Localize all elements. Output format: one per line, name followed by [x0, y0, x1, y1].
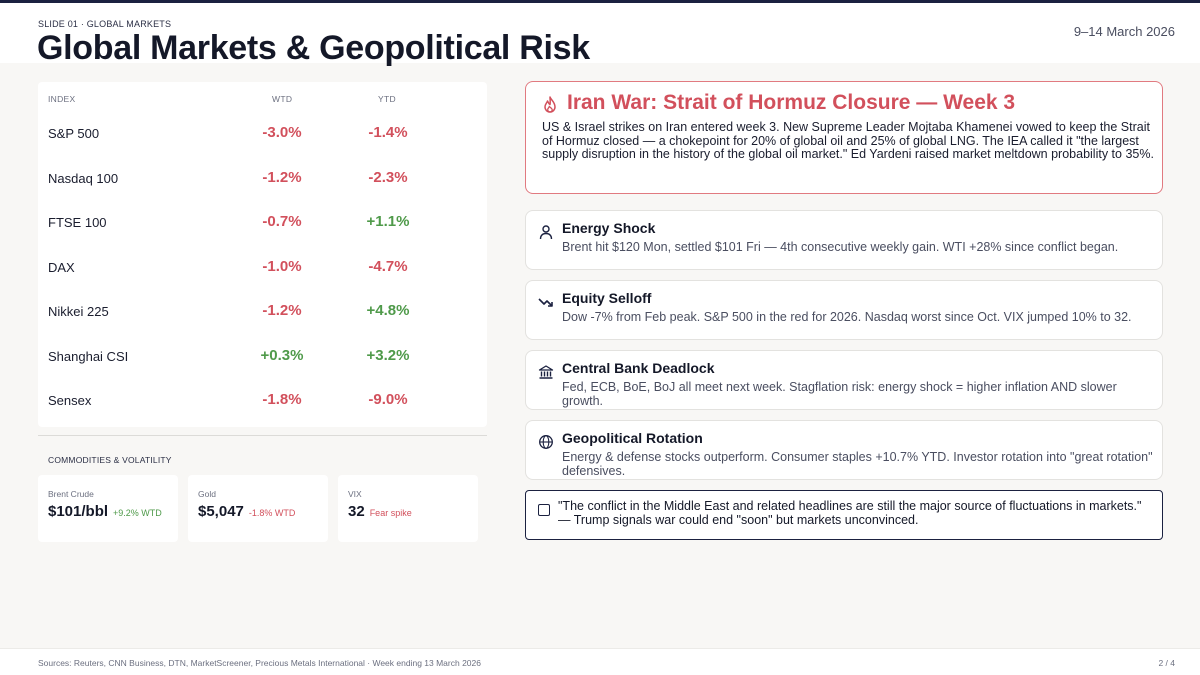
- insight-body: Brent hit $120 Mon, settled $101 Fri — 4…: [562, 240, 1119, 254]
- section-divider: [38, 435, 487, 436]
- table-row: FTSE 100 -0.7% +1.1%: [38, 201, 487, 245]
- page-number: 2 / 4: [1158, 658, 1175, 668]
- commodity-value-row: $5,047 -1.8% WTD: [198, 503, 295, 520]
- slide-footer: Sources: Reuters, CNN Business, DTN, Mar…: [0, 648, 1200, 675]
- trending-down-icon: [538, 298, 553, 307]
- top-accent-bar: [0, 0, 1200, 3]
- insight-equity-selloff: Equity Selloff Dow -7% from Feb peak. S&…: [525, 280, 1163, 340]
- index-ytd: +4.8%: [366, 302, 410, 319]
- sources-note: Sources: Reuters, CNN Business, DTN, Mar…: [38, 658, 481, 668]
- slide-title: Global Markets & Geopolitical Risk: [37, 29, 590, 67]
- index-name: FTSE 100: [48, 215, 107, 230]
- index-name: Sensex: [48, 393, 92, 408]
- headline-card: Iran War: Strait of Hormuz Closure — Wee…: [525, 81, 1163, 194]
- column-header-wtd: WTD: [272, 94, 293, 104]
- insight-energy-shock: Energy Shock Brent hit $120 Mon, settled…: [525, 210, 1163, 270]
- insight-body: Energy & defense stocks outperform. Cons…: [562, 450, 1153, 478]
- table-row: Nikkei 225 -1.2% +4.8%: [38, 290, 487, 334]
- commodity-change: Fear spike: [369, 508, 412, 518]
- table-row: S&P 500 -3.0% -1.4%: [38, 112, 487, 156]
- commodity-value: $101/bbl: [48, 503, 109, 520]
- commodity-value: $5,047: [198, 503, 244, 520]
- commodity-change: +9.2% WTD: [113, 508, 162, 518]
- slide-eyebrow: SLIDE 01 · GLOBAL MARKETS: [38, 19, 172, 29]
- insight-title: Geopolitical Rotation: [562, 430, 703, 446]
- commodity-card-brent: Brent Crude $101/bbl +9.2% WTD: [38, 475, 178, 542]
- index-ytd: +1.1%: [366, 213, 410, 230]
- index-name: S&P 500: [48, 126, 100, 141]
- column-header-index: INDEX: [48, 94, 76, 104]
- person-icon: [539, 225, 553, 240]
- index-name: Nikkei 225: [48, 304, 109, 319]
- quote-attribution: — Trump signals war could end "soon" but…: [558, 513, 919, 527]
- commodities-label: COMMODITIES & VOLATILITY: [48, 455, 172, 465]
- commodity-value: 32: [348, 503, 365, 520]
- flame-icon: [544, 96, 556, 113]
- table-row: Nasdaq 100 -1.2% -2.3%: [38, 157, 487, 201]
- insight-body: Dow -7% from Feb peak. S&P 500 in the re…: [562, 310, 1132, 324]
- index-wtd: -1.0%: [262, 258, 302, 275]
- headline-title: Iran War: Strait of Hormuz Closure — Wee…: [567, 91, 1016, 114]
- commodity-card-gold: Gold $5,047 -1.8% WTD: [188, 475, 328, 542]
- index-ytd: -1.4%: [368, 124, 408, 141]
- column-header-ytd: YTD: [378, 94, 396, 104]
- index-ytd: +3.2%: [366, 347, 410, 364]
- quote-text: "The conflict in the Middle East and rel…: [558, 499, 1158, 527]
- index-table: INDEX WTD YTD S&P 500 -3.0% -1.4% Nasdaq…: [38, 82, 487, 427]
- table-row: DAX -1.0% -4.7%: [38, 246, 487, 290]
- quote-card: "The conflict in the Middle East and rel…: [525, 490, 1163, 540]
- commodity-card-vix: VIX 32 Fear spike: [338, 475, 478, 542]
- index-name: Shanghai CSI: [48, 349, 129, 364]
- index-ytd: -2.3%: [368, 169, 408, 186]
- slide-date: 9–14 March 2026: [1073, 24, 1175, 39]
- index-wtd: +0.3%: [260, 347, 304, 364]
- index-ytd: -9.0%: [368, 391, 408, 408]
- insight-title: Equity Selloff: [562, 290, 652, 306]
- bank-icon: [538, 365, 554, 379]
- globe-icon: [539, 435, 553, 449]
- quote-line: "The conflict in the Middle East and rel…: [558, 499, 1142, 513]
- index-wtd: -1.2%: [262, 169, 302, 186]
- commodity-value-row: $101/bbl +9.2% WTD: [48, 503, 162, 520]
- headline-body: US & Israel strikes on Iran entered week…: [542, 120, 1154, 161]
- insight-title: Energy Shock: [562, 220, 656, 236]
- commodity-value-row: 32 Fear spike: [348, 503, 412, 520]
- commodity-name: Brent Crude: [48, 489, 94, 499]
- insight-body: Fed, ECB, BoE, BoJ all meet next week. S…: [562, 380, 1117, 408]
- table-row: Sensex -1.8% -9.0%: [38, 379, 487, 423]
- index-wtd: -1.8%: [262, 391, 302, 408]
- index-ytd: -4.7%: [368, 258, 408, 275]
- index-wtd: -0.7%: [262, 213, 302, 230]
- square-icon: [538, 504, 550, 516]
- commodity-name: Gold: [198, 489, 216, 499]
- table-row: Shanghai CSI +0.3% +3.2%: [38, 335, 487, 379]
- insight-central-bank: Central Bank Deadlock Fed, ECB, BoE, BoJ…: [525, 350, 1163, 410]
- commodity-name: VIX: [348, 489, 362, 499]
- index-name: DAX: [48, 260, 75, 275]
- slide-header: SLIDE 01 · GLOBAL MARKETS Global Markets…: [0, 3, 1200, 67]
- index-name: Nasdaq 100: [48, 171, 119, 186]
- commodity-change: -1.8% WTD: [248, 508, 296, 518]
- insight-geopolitical-rotation: Geopolitical Rotation Energy & defense s…: [525, 420, 1163, 480]
- insight-title: Central Bank Deadlock: [562, 360, 715, 376]
- index-wtd: -1.2%: [262, 302, 302, 319]
- index-wtd: -3.0%: [262, 124, 302, 141]
